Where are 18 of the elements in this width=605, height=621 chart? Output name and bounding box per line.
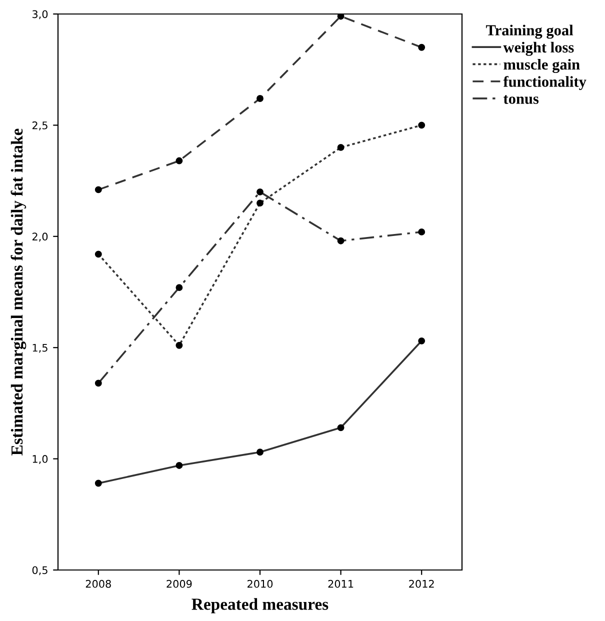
y-tick-label: 2,5: [32, 121, 48, 130]
y-tick-label: 1,5: [32, 344, 48, 353]
y-tick-label: 0,5: [32, 566, 48, 576]
x-tick-label: 2012: [409, 580, 434, 588]
legend-label: weight loss: [503, 42, 574, 56]
legend-label: muscle gain: [504, 58, 580, 73]
x-tick-label: 2010: [248, 580, 273, 588]
x-tick-label: 2011: [328, 580, 354, 588]
y-tick-label: 3,0: [32, 10, 48, 20]
y-tick-label: 2,0: [32, 232, 48, 242]
x-tick-label: 2008: [86, 580, 111, 588]
legend-label: tonus: [503, 95, 539, 104]
legend-label: functionality: [503, 76, 586, 90]
y-tick-label: 1,0: [32, 455, 48, 464]
x-tick-label: 2009: [166, 580, 192, 588]
y-axis-title: Estimated marginal means for daily fat intake: [10, 128, 26, 456]
x-axis-title: Repeated measures: [192, 598, 328, 614]
legend-title: Training goal: [486, 24, 574, 39]
